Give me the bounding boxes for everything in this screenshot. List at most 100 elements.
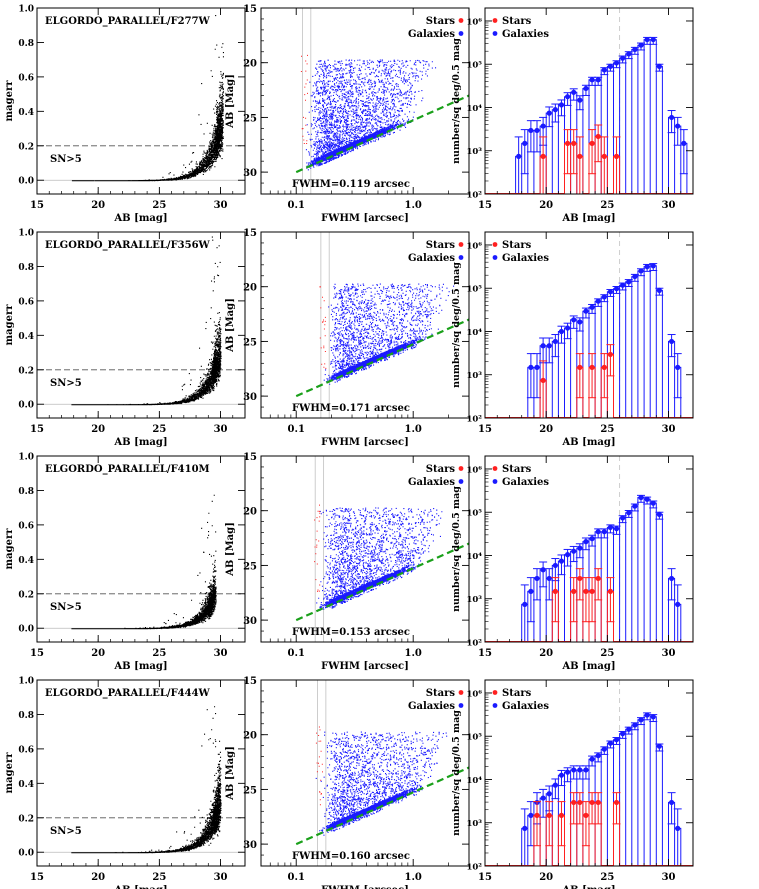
counts-frame [484, 7, 694, 195]
legend-stars-label: Stars [426, 16, 456, 27]
galaxy-point [644, 36, 650, 43]
fwhm-frame [260, 7, 470, 195]
y-tick-label: 10⁴ [466, 776, 482, 786]
star-point [571, 799, 577, 806]
legend-stars-marker [458, 242, 464, 247]
y-tick-label: 0.2 [18, 590, 34, 600]
envelope-line [295, 542, 470, 622]
y-axis-label: number/sq deg/0.5 mag [451, 486, 462, 612]
magerr-frame [36, 7, 246, 195]
y-tick-label: 0.6 [18, 521, 34, 531]
x-tick-label: 20 [91, 200, 105, 211]
galaxy-point [589, 756, 595, 762]
y-tick-label: 10⁴ [466, 552, 482, 562]
fwhm-label: FWHM=0.171 arcsec [292, 403, 410, 414]
y-tick-label: 0.4 [18, 780, 34, 790]
y-tick-label: 10² [466, 191, 482, 201]
fwhm-panel: 0.1 1.0 15 20 25 30 FWHM [arcsec] AB [Mag] Stars… [225, 4, 470, 224]
galaxy-point [632, 46, 638, 53]
galaxy-point [552, 338, 558, 345]
x-tick-label: 15 [30, 648, 44, 659]
x-tick-label: 25 [600, 200, 614, 211]
galaxy-point [540, 343, 546, 349]
legend-galaxies-label: Galaxies [408, 701, 455, 712]
y-tick-label: 0.6 [18, 745, 34, 755]
legend-stars-label: Stars [502, 240, 532, 251]
galaxy-point [656, 287, 662, 293]
galaxy-points [305, 59, 437, 171]
galaxy-point [595, 529, 601, 535]
legend-stars-marker [492, 18, 498, 23]
galaxy-point [681, 140, 687, 146]
galaxy-point [589, 304, 595, 310]
galaxy-point [564, 552, 571, 558]
galaxy-point [626, 279, 632, 285]
legend-galaxies-marker [458, 703, 464, 708]
star-point [595, 799, 601, 806]
galaxy-point [675, 601, 681, 607]
y-axis-label: number/sq deg/0.5 mag [451, 262, 462, 388]
y-axis-label: magerr [4, 528, 15, 570]
y-tick-label: 25 [243, 561, 257, 572]
galaxy-point [601, 746, 607, 752]
y-tick-label: 10² [466, 863, 482, 873]
x-tick-label: 15 [478, 424, 492, 435]
y-tick-label: 25 [243, 785, 257, 796]
galaxy-point [522, 825, 528, 831]
galaxy-point [564, 769, 571, 775]
y-tick-label: 25 [243, 337, 257, 348]
magerr-panel: SN>5 15 20 25 30 0.0 0.2 0.4 0.6 0.8 1.0 AB [mag] ma… [4, 5, 246, 224]
galaxy-point [583, 85, 589, 92]
y-axis-label: AB [Mag] [225, 74, 236, 129]
y-tick-label: 15 [243, 452, 257, 463]
y-tick-label: 20 [243, 59, 257, 70]
galaxy-series [485, 263, 693, 418]
y-axis-label: magerr [4, 304, 15, 346]
y-tick-label: 0.0 [18, 849, 34, 859]
galaxy-point [613, 737, 620, 743]
galaxy-point [644, 496, 650, 502]
x-axis-label: FWHM [arcsec] [321, 885, 409, 889]
legend-stars-label: Stars [426, 464, 456, 475]
y-tick-label: 10⁵ [466, 733, 482, 743]
galaxy-point [589, 536, 595, 542]
y-tick-label: 30 [243, 616, 257, 627]
galaxy-point [638, 268, 644, 274]
y-tick-label: 15 [243, 676, 257, 687]
x-axis-label: AB [mag] [113, 885, 167, 889]
galaxy-point [638, 717, 644, 723]
y-tick-label: 10⁶ [466, 241, 482, 251]
y-tick-label: 30 [243, 168, 257, 179]
galaxy-point [668, 338, 675, 345]
galaxy-point [632, 722, 638, 728]
legend-stars-label: Stars [426, 240, 456, 251]
counts-panel: 15 20 25 30 10² 10³ 10⁴ 10⁵ 10⁶ AB [mag] number/sq… [451, 679, 694, 889]
x-tick-label: 25 [152, 872, 166, 883]
x-tick-label: 0.1 [288, 200, 305, 211]
galaxy-point [601, 529, 607, 535]
galaxy-point [583, 308, 589, 314]
star-points [315, 726, 323, 806]
galaxy-points [316, 507, 443, 611]
legend-stars-marker [492, 690, 498, 695]
filter-label: ELGORDO_PARALLEL/F444W [45, 688, 211, 699]
galaxy-point [577, 97, 583, 103]
magerr-points [71, 15, 225, 182]
galaxy-point [534, 127, 540, 134]
row-1: SN>5 15 20 25 30 0.0 0.2 0.4 0.6 0.8 1.0 AB [mag] ma… [4, 4, 694, 224]
galaxy-point [552, 782, 558, 788]
galaxy-point [534, 364, 540, 370]
galaxy-series [485, 712, 693, 866]
star-point [540, 153, 546, 159]
envelope-line [295, 94, 470, 174]
y-axis-label: AB [Mag] [225, 298, 236, 353]
galaxy-point [668, 799, 675, 806]
y-tick-label: 10³ [466, 819, 482, 829]
x-tick-label: 30 [662, 424, 676, 435]
x-axis-label: AB [mag] [561, 213, 615, 224]
galaxy-point [626, 51, 632, 57]
galaxy-point [632, 273, 638, 280]
y-tick-label: 0.4 [18, 108, 34, 118]
y-tick-label: 0.6 [18, 297, 34, 307]
